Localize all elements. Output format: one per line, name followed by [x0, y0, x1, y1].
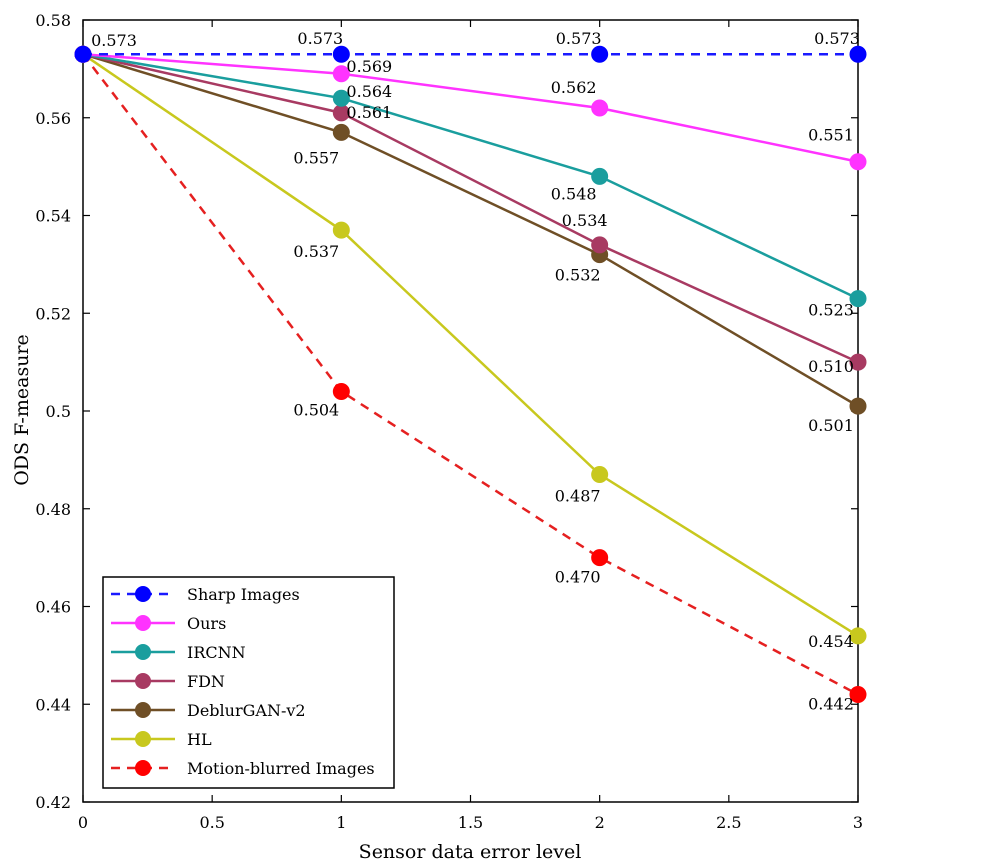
data-point-motion-blurred-images	[591, 549, 609, 567]
data-label-hl: 0.454	[808, 632, 854, 651]
x-tick-label: 3	[853, 813, 863, 832]
data-point-fdn	[591, 236, 609, 254]
data-point-ircnn	[849, 290, 867, 308]
legend-label-ours: Ours	[187, 614, 226, 633]
y-tick-label: 0.48	[35, 500, 71, 519]
y-tick-label: 0.52	[35, 304, 71, 323]
x-axis-ticks: 0 0.5 1 1.5 2 2.5 3	[78, 20, 863, 832]
x-tick-label: 0	[78, 813, 88, 832]
legend-marker-fdn	[135, 673, 151, 689]
y-axis-ticks: 0.42 0.44 0.46 0.48 0.5 0.52 0.54 0.56 0.58	[35, 11, 858, 812]
y-tick-label: 0.58	[35, 11, 71, 30]
data-label-fdn: 0.561	[346, 103, 392, 122]
y-tick-label: 0.54	[35, 207, 71, 226]
data-point-hl	[849, 627, 867, 645]
data-point-fdn	[849, 353, 867, 371]
data-point-ircnn	[591, 167, 609, 185]
data-label-ircnn: 0.523	[808, 301, 854, 320]
series-line-hl	[82, 53, 859, 637]
data-label-motion-blurred-images: 0.504	[293, 400, 339, 419]
legend: Sharp Images Ours IRCNN FDN DeblurGAN-v2 HL Mo…	[102, 576, 395, 789]
data-labels: 0.573 0.573 0.573 0.5730.5690.5620.5510.564…	[91, 29, 860, 713]
x-tick-label: 0.5	[199, 813, 224, 832]
data-label-ircnn: 0.564	[346, 82, 392, 101]
legend-label-sharp-images: Sharp Images	[187, 585, 300, 604]
data-point-sharp-images	[74, 45, 92, 63]
data-point-ours	[849, 153, 867, 171]
legend-label-motion-blurred-images: Motion-blurred Images	[187, 759, 375, 778]
series-line-fdn	[82, 52, 859, 364]
data-point-ircnn	[332, 89, 350, 107]
data-label-deblurgan-v2: 0.557	[293, 148, 339, 167]
data-point-motion-blurred-images	[332, 382, 350, 400]
data-point-hl	[591, 466, 609, 484]
x-tick-label: 2	[595, 813, 605, 832]
data-label-deblurgan-v2: 0.532	[555, 266, 601, 285]
y-tick-label: 0.42	[35, 793, 71, 812]
data-point-sharp-images	[849, 45, 867, 63]
data-point-hl	[332, 221, 350, 239]
data-point-sharp-images	[591, 45, 609, 63]
series-line-ours	[82, 52, 859, 163]
data-point-deblurgan-v2	[332, 123, 350, 141]
legend-marker-ircnn	[135, 644, 151, 660]
data-point-ours	[332, 65, 350, 83]
x-tick-label: 2.5	[716, 813, 741, 832]
data-label-ours: 0.569	[346, 57, 392, 76]
series-line-ircnn	[82, 52, 859, 300]
legend-marker-deblurgan-v2	[135, 702, 151, 718]
data-label-sharp-images: 0.573	[556, 29, 602, 48]
data-point-deblurgan-v2	[849, 397, 867, 415]
legend-marker-hl	[135, 731, 151, 747]
data-label-motion-blurred-images: 0.442	[808, 694, 854, 713]
data-label-fdn: 0.534	[562, 211, 608, 230]
legend-marker-sharp-images	[135, 586, 151, 602]
y-tick-label: 0.46	[35, 598, 71, 617]
data-label-sharp-images: 0.573	[91, 31, 137, 50]
series-line-motion-blurred-images	[82, 53, 859, 696]
series-line-deblurgan-v2	[82, 53, 859, 408]
legend-label-deblurgan-v2: DeblurGAN-v2	[187, 701, 306, 720]
legend-label-fdn: FDN	[187, 672, 225, 691]
data-label-deblurgan-v2: 0.501	[808, 416, 854, 435]
legend-marker-ours	[135, 615, 151, 631]
legend-label-ircnn: IRCNN	[187, 643, 246, 662]
series-lines	[82, 52, 859, 696]
data-label-ours: 0.562	[551, 78, 597, 97]
data-label-fdn: 0.510	[808, 357, 854, 376]
legend-box	[102, 576, 395, 789]
legend-marker-motion-blurred-images	[135, 760, 151, 776]
y-tick-label: 0.56	[35, 109, 71, 128]
y-axis-title: ODS F-measure	[11, 334, 33, 486]
data-label-hl: 0.537	[293, 242, 339, 261]
x-tick-label: 1	[336, 813, 346, 832]
data-label-sharp-images: 0.573	[814, 29, 860, 48]
data-label-motion-blurred-images: 0.470	[555, 568, 601, 587]
data-label-sharp-images: 0.573	[297, 29, 343, 48]
series-points	[74, 45, 867, 703]
y-tick-label: 0.5	[46, 402, 71, 421]
data-label-ircnn: 0.548	[551, 184, 597, 203]
legend-label-hl: HL	[187, 730, 212, 749]
data-label-hl: 0.487	[555, 487, 601, 506]
data-point-motion-blurred-images	[849, 685, 867, 703]
data-label-ours: 0.551	[808, 126, 854, 145]
x-axis-title: Sensor data error level	[359, 841, 582, 863]
data-point-ours	[591, 99, 609, 117]
y-tick-label: 0.44	[35, 695, 71, 714]
x-tick-label: 1.5	[458, 813, 483, 832]
data-point-sharp-images	[332, 45, 350, 63]
